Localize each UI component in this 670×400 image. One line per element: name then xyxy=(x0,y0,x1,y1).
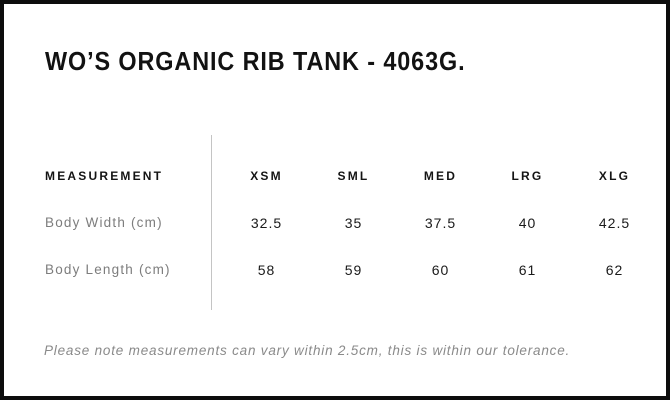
column-header-lrg: LRG xyxy=(511,168,544,183)
table-row-body-width: Body Width (cm) 32.5 35 37.5 40 42.5 xyxy=(45,199,658,246)
table-vertical-divider xyxy=(211,135,212,310)
body-length-xlg-value: 62 xyxy=(605,261,624,278)
column-header-xsm: XSM xyxy=(250,168,283,183)
body-width-xsm-value: 32.5 xyxy=(250,214,283,231)
body-width-lrg-value: 40 xyxy=(518,214,537,231)
table-header-row: MEASUREMENT XSM SML MED LRG XLG xyxy=(45,152,658,199)
body-length-med-value: 60 xyxy=(431,261,450,278)
body-length-sml-value: 59 xyxy=(344,261,363,278)
column-header-med: MED xyxy=(423,168,458,183)
column-header-measurement: MEASUREMENT xyxy=(45,168,164,183)
body-width-sml-value: 35 xyxy=(344,214,363,231)
row-label-body-width: Body Width (cm) xyxy=(45,215,163,230)
body-width-med-value: 37.5 xyxy=(424,214,457,231)
body-length-xsm-value: 58 xyxy=(257,261,276,278)
tolerance-note: Please note measurements can vary within… xyxy=(44,343,571,358)
size-table: MEASUREMENT XSM SML MED LRG XLG Body Wid… xyxy=(45,152,658,293)
row-label-body-length: Body Length (cm) xyxy=(45,262,171,277)
column-header-sml: SML xyxy=(337,168,370,183)
body-width-xlg-value: 42.5 xyxy=(598,214,631,231)
body-length-lrg-value: 61 xyxy=(518,261,537,278)
column-header-xlg: XLG xyxy=(598,168,631,183)
table-row-body-length: Body Length (cm) 58 59 60 61 62 xyxy=(45,246,658,293)
page-title: WO’S ORGANIC RIB TANK - 4063G. xyxy=(45,46,466,76)
